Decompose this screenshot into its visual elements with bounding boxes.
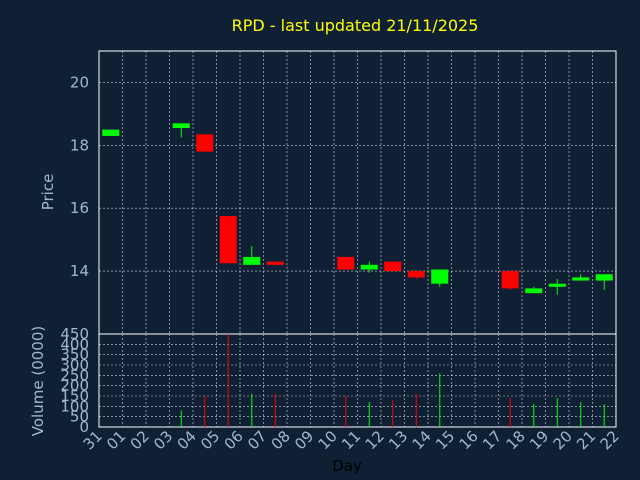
x-tick-label: 18 — [503, 427, 529, 453]
candle-body — [572, 277, 590, 281]
price-axis-label: Price — [39, 174, 57, 211]
x-tick-label: 06 — [221, 427, 247, 453]
x-tick-label: 13 — [385, 427, 411, 453]
x-tick-label: 09 — [291, 427, 317, 453]
x-tick-label: 05 — [197, 427, 223, 453]
candle-body — [243, 256, 261, 265]
candle-body — [548, 283, 566, 287]
chart-title: RPD - last updated 21/11/2025 — [232, 16, 479, 35]
candle-body — [266, 261, 284, 265]
candle-body — [172, 123, 190, 129]
x-axis: 3101020304050607080910111213141516171819… — [80, 427, 623, 453]
volume-tick-label: 250 — [60, 366, 89, 384]
candle-body — [407, 271, 425, 278]
x-tick-label: 16 — [456, 427, 482, 453]
x-tick-label: 07 — [244, 427, 270, 453]
volume-tick-label: 200 — [60, 377, 89, 395]
x-tick-label: 19 — [526, 427, 552, 453]
price-tick-label: 18 — [70, 136, 89, 154]
candle-body — [196, 134, 214, 152]
x-tick-label: 08 — [268, 427, 294, 453]
x-tick-label: 20 — [550, 427, 576, 453]
x-tick-label: 01 — [103, 427, 129, 453]
volume-tick-label: 100 — [60, 397, 89, 415]
x-tick-label: 02 — [127, 427, 153, 453]
candle-body — [525, 288, 543, 294]
x-tick-label: 12 — [362, 427, 388, 453]
x-tick-label: 15 — [432, 427, 458, 453]
price-panel: 14 16 18 20 — [70, 50, 617, 335]
volume-tick-label: 300 — [60, 356, 89, 374]
volume-tick-label: 350 — [60, 346, 89, 364]
volume-tick-label: 0 — [79, 418, 89, 436]
candle-body — [431, 269, 449, 284]
volume-tick-label: 400 — [60, 335, 89, 353]
candle-body — [501, 271, 519, 289]
volume-axis-label: Volume (0000) — [29, 326, 47, 436]
candle-body — [595, 274, 613, 281]
x-tick-label: 04 — [174, 427, 200, 453]
x-tick-label: 17 — [479, 427, 505, 453]
price-tick-label: 14 — [70, 262, 89, 280]
volume-tick-label: 150 — [60, 387, 89, 405]
volume-tick-label: 450 — [60, 325, 89, 343]
candle-body — [360, 264, 378, 270]
x-tick-label: 03 — [150, 427, 176, 453]
x-tick-label: 10 — [315, 427, 341, 453]
volume-tick-label: 50 — [70, 408, 89, 426]
x-tick-label: 14 — [409, 427, 435, 453]
price-tick-label: 16 — [70, 199, 89, 217]
candle-body — [219, 216, 237, 264]
x-tick-label: 11 — [338, 427, 364, 453]
candle-body — [102, 129, 120, 136]
x-tick-label: 21 — [573, 427, 599, 453]
x-axis-label: Day — [332, 457, 362, 475]
volume-panel-frame — [98, 333, 617, 428]
x-tick-label: 22 — [597, 427, 623, 453]
candle-body — [384, 261, 402, 272]
price-tick-label: 20 — [70, 73, 89, 91]
candle-body — [337, 256, 355, 270]
